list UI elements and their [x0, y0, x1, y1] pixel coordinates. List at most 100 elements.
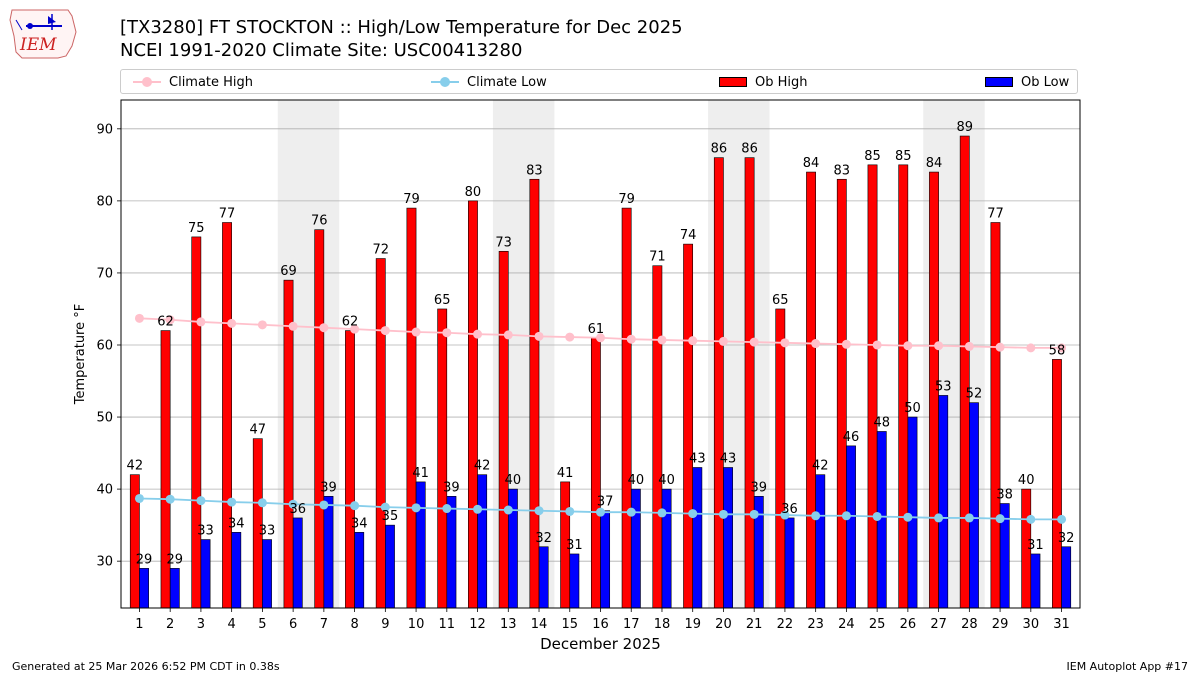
bar-ob-high	[1052, 359, 1062, 609]
data-label-ob-low: 33	[197, 524, 214, 539]
data-label-ob-high: 80	[465, 185, 482, 200]
climate-low-point	[411, 503, 421, 513]
data-label-ob-high: 73	[495, 235, 512, 250]
data-label-ob-high: 86	[741, 142, 758, 157]
bar-ob-high	[314, 229, 325, 609]
bar-ob-low	[231, 532, 242, 609]
climate-low-point	[196, 496, 206, 506]
data-label-ob-high: 83	[526, 163, 543, 178]
climate-low-point	[503, 505, 513, 515]
data-label-ob-low: 48	[873, 415, 890, 430]
data-label-ob-high: 85	[864, 149, 881, 164]
y-tick-label: 30	[96, 555, 113, 570]
y-tick-label: 80	[96, 194, 113, 209]
legend-ob-low: Ob Low	[985, 73, 1069, 91]
x-tick-label: 12	[469, 617, 486, 632]
climate-high-point	[288, 321, 298, 331]
data-label-ob-high: 84	[803, 156, 820, 171]
climate-high-point	[1026, 343, 1036, 353]
data-label-ob-low: 36	[289, 502, 306, 517]
data-label-ob-low: 34	[351, 516, 368, 531]
data-label-ob-low: 39	[320, 480, 337, 495]
data-label-ob-low: 31	[566, 538, 583, 553]
climate-low-point	[718, 509, 728, 519]
bar-ob-low	[661, 488, 672, 609]
bar-ob-low	[262, 539, 272, 609]
climate-high-point	[503, 330, 513, 340]
legend-ob-high: Ob High	[719, 73, 808, 91]
climate-high-point	[319, 323, 329, 333]
climate-low-point	[903, 512, 913, 522]
climate-low-point	[473, 504, 483, 514]
data-label-ob-high: 89	[956, 120, 973, 135]
climate-low-point	[780, 510, 790, 520]
data-label-ob-low: 29	[136, 552, 153, 567]
bar-ob-low	[569, 553, 580, 609]
data-label-ob-low: 40	[505, 473, 522, 488]
x-tick-label: 13	[500, 617, 517, 632]
data-label-ob-high: 77	[987, 206, 1004, 221]
svg-text:IEM: IEM	[19, 35, 57, 55]
x-tick-label: 16	[592, 617, 609, 632]
bar-ob-low	[446, 496, 457, 609]
bar-ob-high	[836, 178, 847, 609]
data-label-ob-high: 85	[895, 149, 912, 164]
data-label-ob-low: 32	[535, 531, 552, 546]
y-tick-label: 90	[96, 122, 113, 137]
data-label-ob-low: 33	[259, 524, 276, 539]
climate-high-point	[780, 338, 790, 348]
bar-ob-low	[538, 546, 549, 609]
x-tick-label: 14	[531, 617, 548, 632]
bar-ob-low	[385, 524, 395, 609]
x-tick-label: 8	[350, 617, 358, 632]
climate-low-point	[749, 509, 759, 519]
x-tick-label: 3	[197, 617, 205, 632]
data-label-ob-high: 84	[926, 156, 943, 171]
data-label-ob-high: 58	[1049, 343, 1066, 358]
x-tick-label: 2	[166, 617, 174, 632]
climate-high-point	[995, 342, 1005, 352]
climate-low-point	[565, 506, 575, 516]
climate-low-point	[811, 511, 821, 521]
data-label-ob-high: 65	[434, 293, 451, 308]
bar-ob-low	[692, 467, 703, 609]
footer-app: IEM Autoplot App #17	[1066, 660, 1189, 673]
data-label-ob-low: 50	[904, 401, 921, 416]
bar-ob-low	[723, 467, 733, 609]
climate-low-point	[872, 511, 882, 521]
bar-ob-low	[169, 568, 180, 609]
climate-low-point	[257, 498, 267, 508]
climate-high-point	[1057, 343, 1067, 353]
bar-ob-high	[806, 171, 816, 609]
x-tick-label: 28	[961, 617, 978, 632]
x-tick-label: 6	[289, 617, 297, 632]
x-tick-label: 24	[838, 617, 855, 632]
data-label-ob-high: 83	[834, 163, 851, 178]
x-tick-label: 25	[869, 617, 886, 632]
bar-ob-low	[600, 510, 611, 609]
data-label-ob-high: 65	[772, 293, 789, 308]
climate-low-point	[380, 502, 390, 512]
bar-ob-high	[713, 157, 724, 609]
data-label-ob-low: 37	[597, 495, 614, 510]
data-label-ob-high: 61	[588, 322, 605, 337]
bar-ob-low	[1061, 546, 1072, 609]
bar-ob-high	[621, 207, 632, 609]
x-axis-label: December 2025	[540, 635, 661, 653]
data-label-ob-high: 47	[250, 423, 267, 438]
bar-ob-low	[292, 517, 303, 609]
legend-climate-low: Climate Low	[431, 73, 547, 91]
data-label-ob-high: 77	[219, 206, 236, 221]
bar-ob-high	[191, 236, 202, 609]
climate-high-point	[872, 340, 882, 350]
data-label-ob-high: 75	[188, 221, 205, 236]
data-label-ob-low: 34	[228, 516, 245, 531]
bar-ob-high	[468, 200, 478, 609]
y-tick-label: 50	[96, 411, 113, 426]
climate-high-point	[841, 339, 851, 349]
bar-ob-low	[1030, 553, 1041, 609]
temperature-chart: 3040506070809042296229753377344733693676…	[73, 99, 1081, 653]
climate-high-point	[657, 335, 667, 345]
climate-low-point	[1057, 514, 1067, 524]
data-label-ob-low: 41	[412, 466, 429, 481]
